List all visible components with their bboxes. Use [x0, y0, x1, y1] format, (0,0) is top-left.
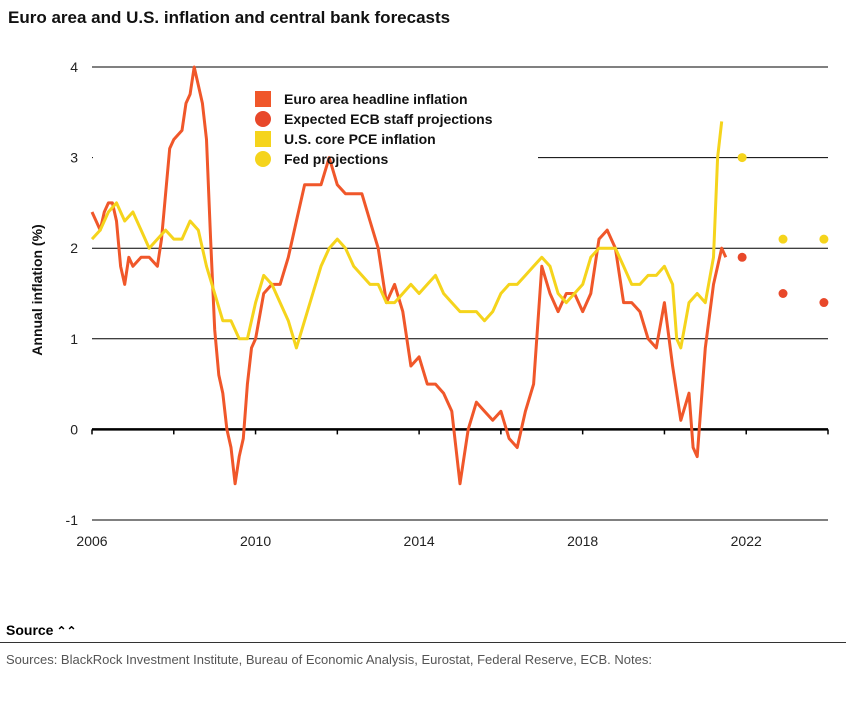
- x-tick-label: 2022: [731, 533, 762, 549]
- source-notes: Sources: BlackRock Investment Institute,…: [6, 652, 652, 667]
- ecb-projection-point: [819, 298, 829, 308]
- ecb-projection-point: [737, 252, 747, 262]
- legend-swatch: [255, 111, 271, 127]
- legend-label: Euro area headline inflation: [284, 91, 468, 107]
- x-tick-label: 2014: [404, 533, 435, 549]
- series-line-euro-inflation: [90, 65, 728, 486]
- y-tick-label: 3: [70, 150, 78, 166]
- y-tick-label: 0: [70, 421, 78, 437]
- chevron-up-double-icon: ⌃⌃: [56, 624, 77, 638]
- legend-gridline-mask: [93, 155, 538, 160]
- legend-label: Expected ECB staff projections: [284, 111, 493, 127]
- y-tick-label: 1: [70, 331, 78, 347]
- chart-title: Euro area and U.S. inflation and central…: [8, 8, 451, 27]
- source-label[interactable]: Source ⌃⌃: [6, 622, 77, 638]
- x-tick-label: 2018: [567, 533, 598, 549]
- inflation-chart: -1 0 1 2 3 4 2006 2010 2014 2018 2022 Annual infl…: [29, 59, 829, 549]
- source-label-text: Source: [6, 622, 54, 638]
- fed-projection-point: [737, 153, 747, 163]
- source-toggle[interactable]: Source ⌃⌃: [0, 620, 846, 643]
- y-tick-label: -1: [66, 512, 79, 528]
- fed-projection-point: [819, 234, 829, 244]
- legend-swatch: [255, 131, 271, 147]
- legend-label: Fed projections: [284, 151, 388, 167]
- series-line-us-core-pce: [90, 121, 724, 350]
- x-tick-label: 2006: [76, 533, 107, 549]
- y-axis-label: Annual inflation (%): [29, 224, 45, 355]
- legend-label: U.S. core PCE inflation: [284, 131, 436, 147]
- legend-swatch: [255, 151, 271, 167]
- legend-swatch: [255, 91, 271, 107]
- y-tick-label: 2: [70, 240, 78, 256]
- x-tick-label: 2010: [240, 533, 271, 549]
- y-tick-label: 4: [70, 59, 78, 75]
- ecb-projection-point: [778, 289, 788, 298]
- fed-projection-point: [778, 234, 788, 244]
